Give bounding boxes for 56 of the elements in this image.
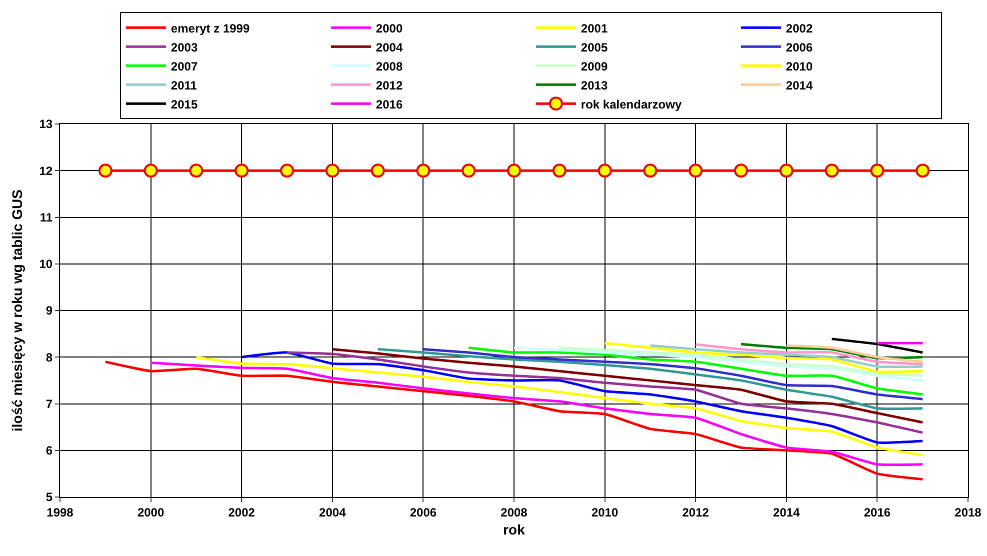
y-tick-label: 7 xyxy=(46,396,53,411)
y-tick-label: 11 xyxy=(40,210,53,224)
legend-label: emeryt z 1999 xyxy=(170,21,250,36)
y-tick-label: 9 xyxy=(46,304,53,318)
line-series xyxy=(422,348,924,400)
x-tick-label: 1998 xyxy=(46,505,74,520)
legend-label: 2012 xyxy=(376,78,403,92)
y-tick-label: 12 xyxy=(39,164,53,178)
legend-label: 2015 xyxy=(170,97,198,112)
x-tick-label: 2008 xyxy=(500,505,528,520)
legend-label: 2016 xyxy=(376,97,403,112)
legend-label: 2009 xyxy=(580,59,608,74)
line-series xyxy=(331,348,924,424)
line-series xyxy=(512,346,924,382)
y-tick-label: 10 xyxy=(39,257,53,272)
x-tick-label: 2004 xyxy=(319,505,346,520)
line-series xyxy=(286,351,924,434)
x-tick-label: 2012 xyxy=(682,505,710,520)
line-series xyxy=(558,346,924,378)
x-tick-label: 2000 xyxy=(137,505,164,520)
line-series xyxy=(104,360,924,481)
legend-label: 2005 xyxy=(580,40,608,54)
x-tick-label: 2010 xyxy=(591,505,618,520)
line-series xyxy=(694,343,924,366)
line-series xyxy=(467,346,924,396)
legend-label: 2014 xyxy=(786,78,813,92)
legend-label: 2002 xyxy=(786,21,813,36)
legend-label: rok kalendarzowy xyxy=(580,97,682,112)
x-tick-label: 2014 xyxy=(773,505,800,520)
y-axis-title: ilość miesięcy w roku wg tablic GUS xyxy=(9,190,25,432)
line-series xyxy=(648,344,924,368)
legend-label: 2013 xyxy=(580,78,608,92)
legend-label: 2006 xyxy=(786,40,813,54)
line-series xyxy=(376,348,924,410)
y-tick-label: 5 xyxy=(46,490,53,504)
y-tick-label: 13 xyxy=(39,117,53,132)
line-series xyxy=(785,344,924,364)
legend-label: 2011 xyxy=(170,78,198,92)
line-series xyxy=(240,351,924,444)
legend-label: 2001 xyxy=(580,21,608,36)
x-tick-label: 2018 xyxy=(954,505,982,520)
legend-label: 2010 xyxy=(786,59,813,74)
legend-label: 2004 xyxy=(376,40,403,54)
legend-label: 2007 xyxy=(170,59,198,74)
x-tick-label: 2006 xyxy=(410,505,437,520)
line-series xyxy=(194,356,924,456)
y-tick-label: 6 xyxy=(46,444,53,458)
x-axis-title: rok xyxy=(503,522,526,538)
line-series xyxy=(150,361,924,466)
x-tick-label: 2016 xyxy=(864,505,891,520)
legend-label: 2003 xyxy=(170,40,198,54)
legend-label: 2008 xyxy=(376,59,403,74)
y-tick-label: 8 xyxy=(46,350,53,364)
x-tick-label: 2002 xyxy=(228,505,256,520)
line-series xyxy=(604,342,924,374)
legend-label: 2000 xyxy=(376,21,403,36)
